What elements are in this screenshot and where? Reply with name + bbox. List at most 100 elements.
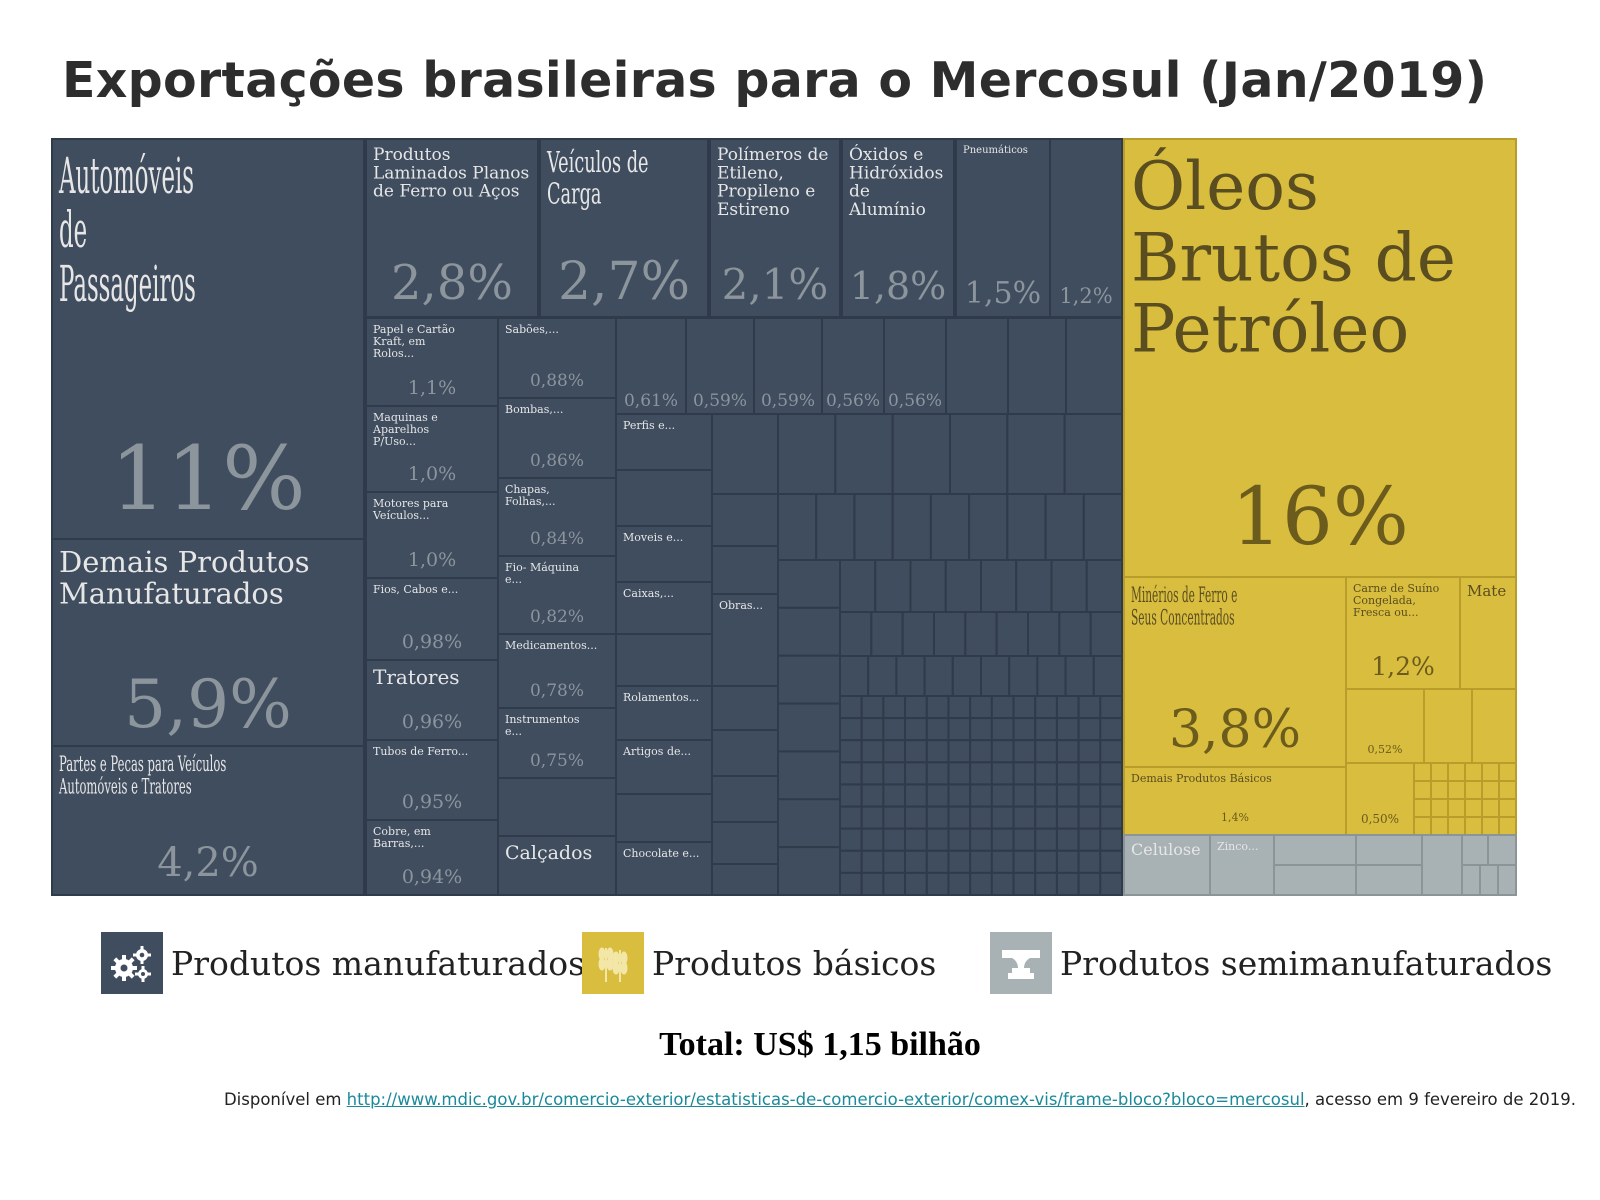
treemap-tile [1055,717,1080,742]
treemap-tile [834,413,894,495]
treemap-tile [1447,780,1466,800]
tile-label: Mate [1467,582,1506,600]
tile-label: Calçados [505,842,592,864]
treemap-tile [1345,762,1415,836]
tile-label: Minérios de Ferro e Seus Concentrados [1131,583,1237,630]
treemap-tile [1413,780,1432,800]
gears-icon [101,932,163,994]
treemap-tile [1044,493,1085,561]
tile-label: Tubos de Ferro... [373,745,468,758]
treemap-tile [777,750,841,801]
treemap-tile [1464,762,1483,782]
treemap-tile [925,695,950,720]
treemap-tile [990,805,1015,830]
source-suffix: , acesso em 9 fevereiro de 2019. [1304,1090,1576,1109]
treemap-tile [969,717,993,742]
treemap-tile [947,783,972,808]
source-link[interactable]: http://www.mdic.gov.br/comercio-exterior… [346,1090,1305,1109]
treemap-tile [711,821,779,865]
treemap-tile [1007,317,1067,415]
treemap-tile [1077,717,1102,742]
tile-value: 0,50% [1361,812,1399,826]
tile-value: 3,8% [1169,700,1301,760]
treemap-tile [777,798,841,849]
tile-label: Bombas,... [505,403,563,416]
treemap-tile [949,413,1009,495]
anvil-icon [990,932,1052,994]
treemap-tile [1464,798,1483,818]
treemap-tile [1355,864,1423,896]
tile-label: Instrumentos e... [505,713,580,738]
tile-label: Artigos de... [622,745,691,758]
treemap-tile [969,761,993,786]
tile-label: Pneumáticos [963,145,1028,156]
treemap-tile [1345,688,1425,764]
treemap-tile [539,138,709,318]
page-title: Exportações brasileiras para o Mercosul … [62,52,1488,109]
treemap-tile [1123,766,1347,836]
treemap-tile [990,717,1015,742]
treemap-tile [1034,827,1058,852]
treemap-tile [882,871,907,897]
treemap-tile [1006,413,1066,495]
treemap-tile [1498,798,1517,818]
tile-value: 0,86% [530,451,584,471]
treemap-tile [1055,739,1080,764]
legend-label: Produtos básicos [652,943,937,983]
treemap-tile [1012,739,1037,764]
treemap-tile [365,405,499,493]
treemap-tile [923,655,954,697]
treemap-tile [1055,871,1080,897]
tile-label: Demais Produtos Manufaturados [59,545,310,610]
treemap-tile [497,777,617,837]
treemap-tile [1099,805,1124,830]
legend-label: Produtos manufaturados [171,943,586,983]
treemap-tile [753,317,823,415]
treemap-tile [1015,559,1053,613]
treemap-tile [1464,780,1483,800]
treemap-tile [615,469,713,527]
treemap-tile [1423,688,1473,764]
tile-value: 0,98% [402,631,462,653]
treemap-tile [1012,849,1037,874]
treemap-tile [1099,761,1124,786]
treemap-tile [615,841,713,896]
treemap-tile [860,827,885,852]
treemap-tile [711,775,779,823]
treemap-tile [777,413,837,495]
treemap-tile [1430,762,1449,782]
tile-label: Polímeros de Etileno, Propileno e Estireno [717,145,828,220]
treemap-tile [1430,798,1449,818]
treemap-tile [777,606,841,657]
treemap-tile [777,702,841,753]
treemap-tile [955,138,1051,318]
treemap-tile [1012,783,1037,808]
treemap-tile [925,849,950,874]
treemap-tile [1430,780,1449,800]
treemap-tile [1034,783,1058,808]
treemap-tile [1498,780,1517,800]
treemap-tile [1055,827,1080,852]
treemap-tile [365,819,499,896]
treemap-tile [839,805,863,830]
tile-label: Óleos Brutos de Petróleo [1131,147,1456,368]
treemap-tile [1012,761,1037,786]
legend-label: Produtos semimanufaturados [1060,943,1553,983]
treemap-tile [497,707,617,779]
legend-item-basicos: Produtos básicos [582,932,936,994]
treemap-tile [1479,864,1499,896]
treemap-tile [860,761,885,786]
treemap-tile [821,317,885,415]
treemap-tile [1049,138,1123,318]
treemap-tile [51,138,365,540]
treemap-tile [1064,655,1095,697]
treemap-tile [711,685,779,731]
tile-label: Chocolate e... [623,847,699,860]
treemap-tile [969,739,993,764]
tile-label: AutomóveisdePassageiros [59,147,196,313]
treemap-tile [969,849,993,874]
tile-value: 0,96% [402,711,462,733]
tile-label: Carne de Suíno Congelada, Fresca ou... [1353,582,1440,619]
tile-value: 2,8% [391,255,513,311]
treemap-tile [860,717,885,742]
